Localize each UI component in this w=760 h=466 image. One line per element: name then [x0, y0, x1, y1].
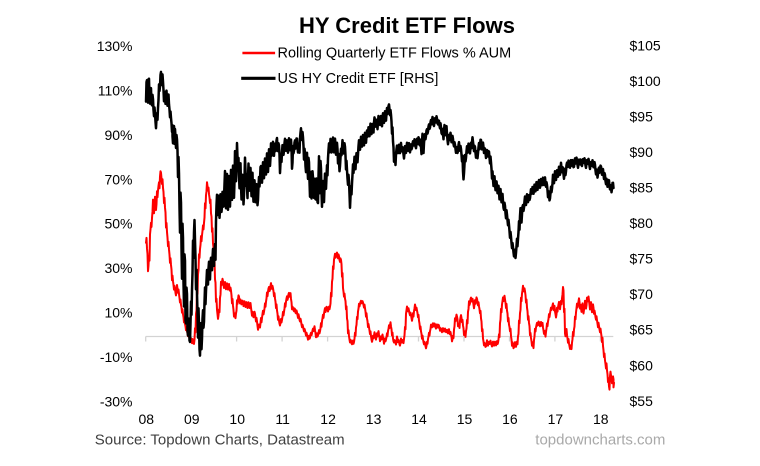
svg-text:12: 12	[320, 411, 336, 427]
svg-text:90%: 90%	[104, 127, 132, 143]
svg-text:-10%: -10%	[100, 349, 133, 365]
svg-text:13: 13	[366, 411, 382, 427]
svg-text:08: 08	[139, 411, 155, 427]
svg-text:$70: $70	[630, 286, 654, 302]
svg-text:09: 09	[184, 411, 200, 427]
svg-text:$95: $95	[630, 109, 654, 125]
svg-text:18: 18	[593, 411, 609, 427]
svg-text:topdowncharts.com: topdowncharts.com	[535, 432, 665, 449]
svg-text:HY Credit ETF Flows: HY Credit ETF Flows	[299, 13, 515, 38]
svg-text:US HY Credit ETF [RHS]: US HY Credit ETF [RHS]	[278, 71, 439, 87]
svg-text:10%: 10%	[104, 305, 132, 321]
svg-text:$55: $55	[630, 393, 654, 409]
svg-text:Rolling Quarterly ETF Flows %: Rolling Quarterly ETF Flows % AUM	[278, 46, 512, 62]
svg-text:$75: $75	[630, 251, 654, 267]
svg-text:$100: $100	[630, 73, 661, 89]
svg-text:10: 10	[229, 411, 245, 427]
svg-text:17: 17	[548, 411, 564, 427]
svg-text:$80: $80	[630, 215, 654, 231]
svg-text:$60: $60	[630, 357, 654, 373]
svg-text:$90: $90	[630, 144, 654, 160]
svg-text:$65: $65	[630, 322, 654, 338]
svg-text:70%: 70%	[104, 171, 132, 187]
svg-text:130%: 130%	[97, 38, 133, 54]
svg-text:$85: $85	[630, 180, 654, 196]
svg-text:Source: Topdown Charts, Datast: Source: Topdown Charts, Datastream	[95, 432, 345, 449]
svg-text:110%: 110%	[98, 83, 133, 99]
svg-text:30%: 30%	[104, 260, 132, 276]
svg-text:16: 16	[502, 411, 518, 427]
svg-text:$105: $105	[630, 38, 661, 54]
svg-text:14: 14	[411, 411, 427, 427]
svg-text:-30%: -30%	[100, 393, 133, 409]
svg-text:50%: 50%	[104, 216, 132, 232]
svg-text:15: 15	[457, 411, 473, 427]
svg-text:11: 11	[275, 411, 290, 427]
